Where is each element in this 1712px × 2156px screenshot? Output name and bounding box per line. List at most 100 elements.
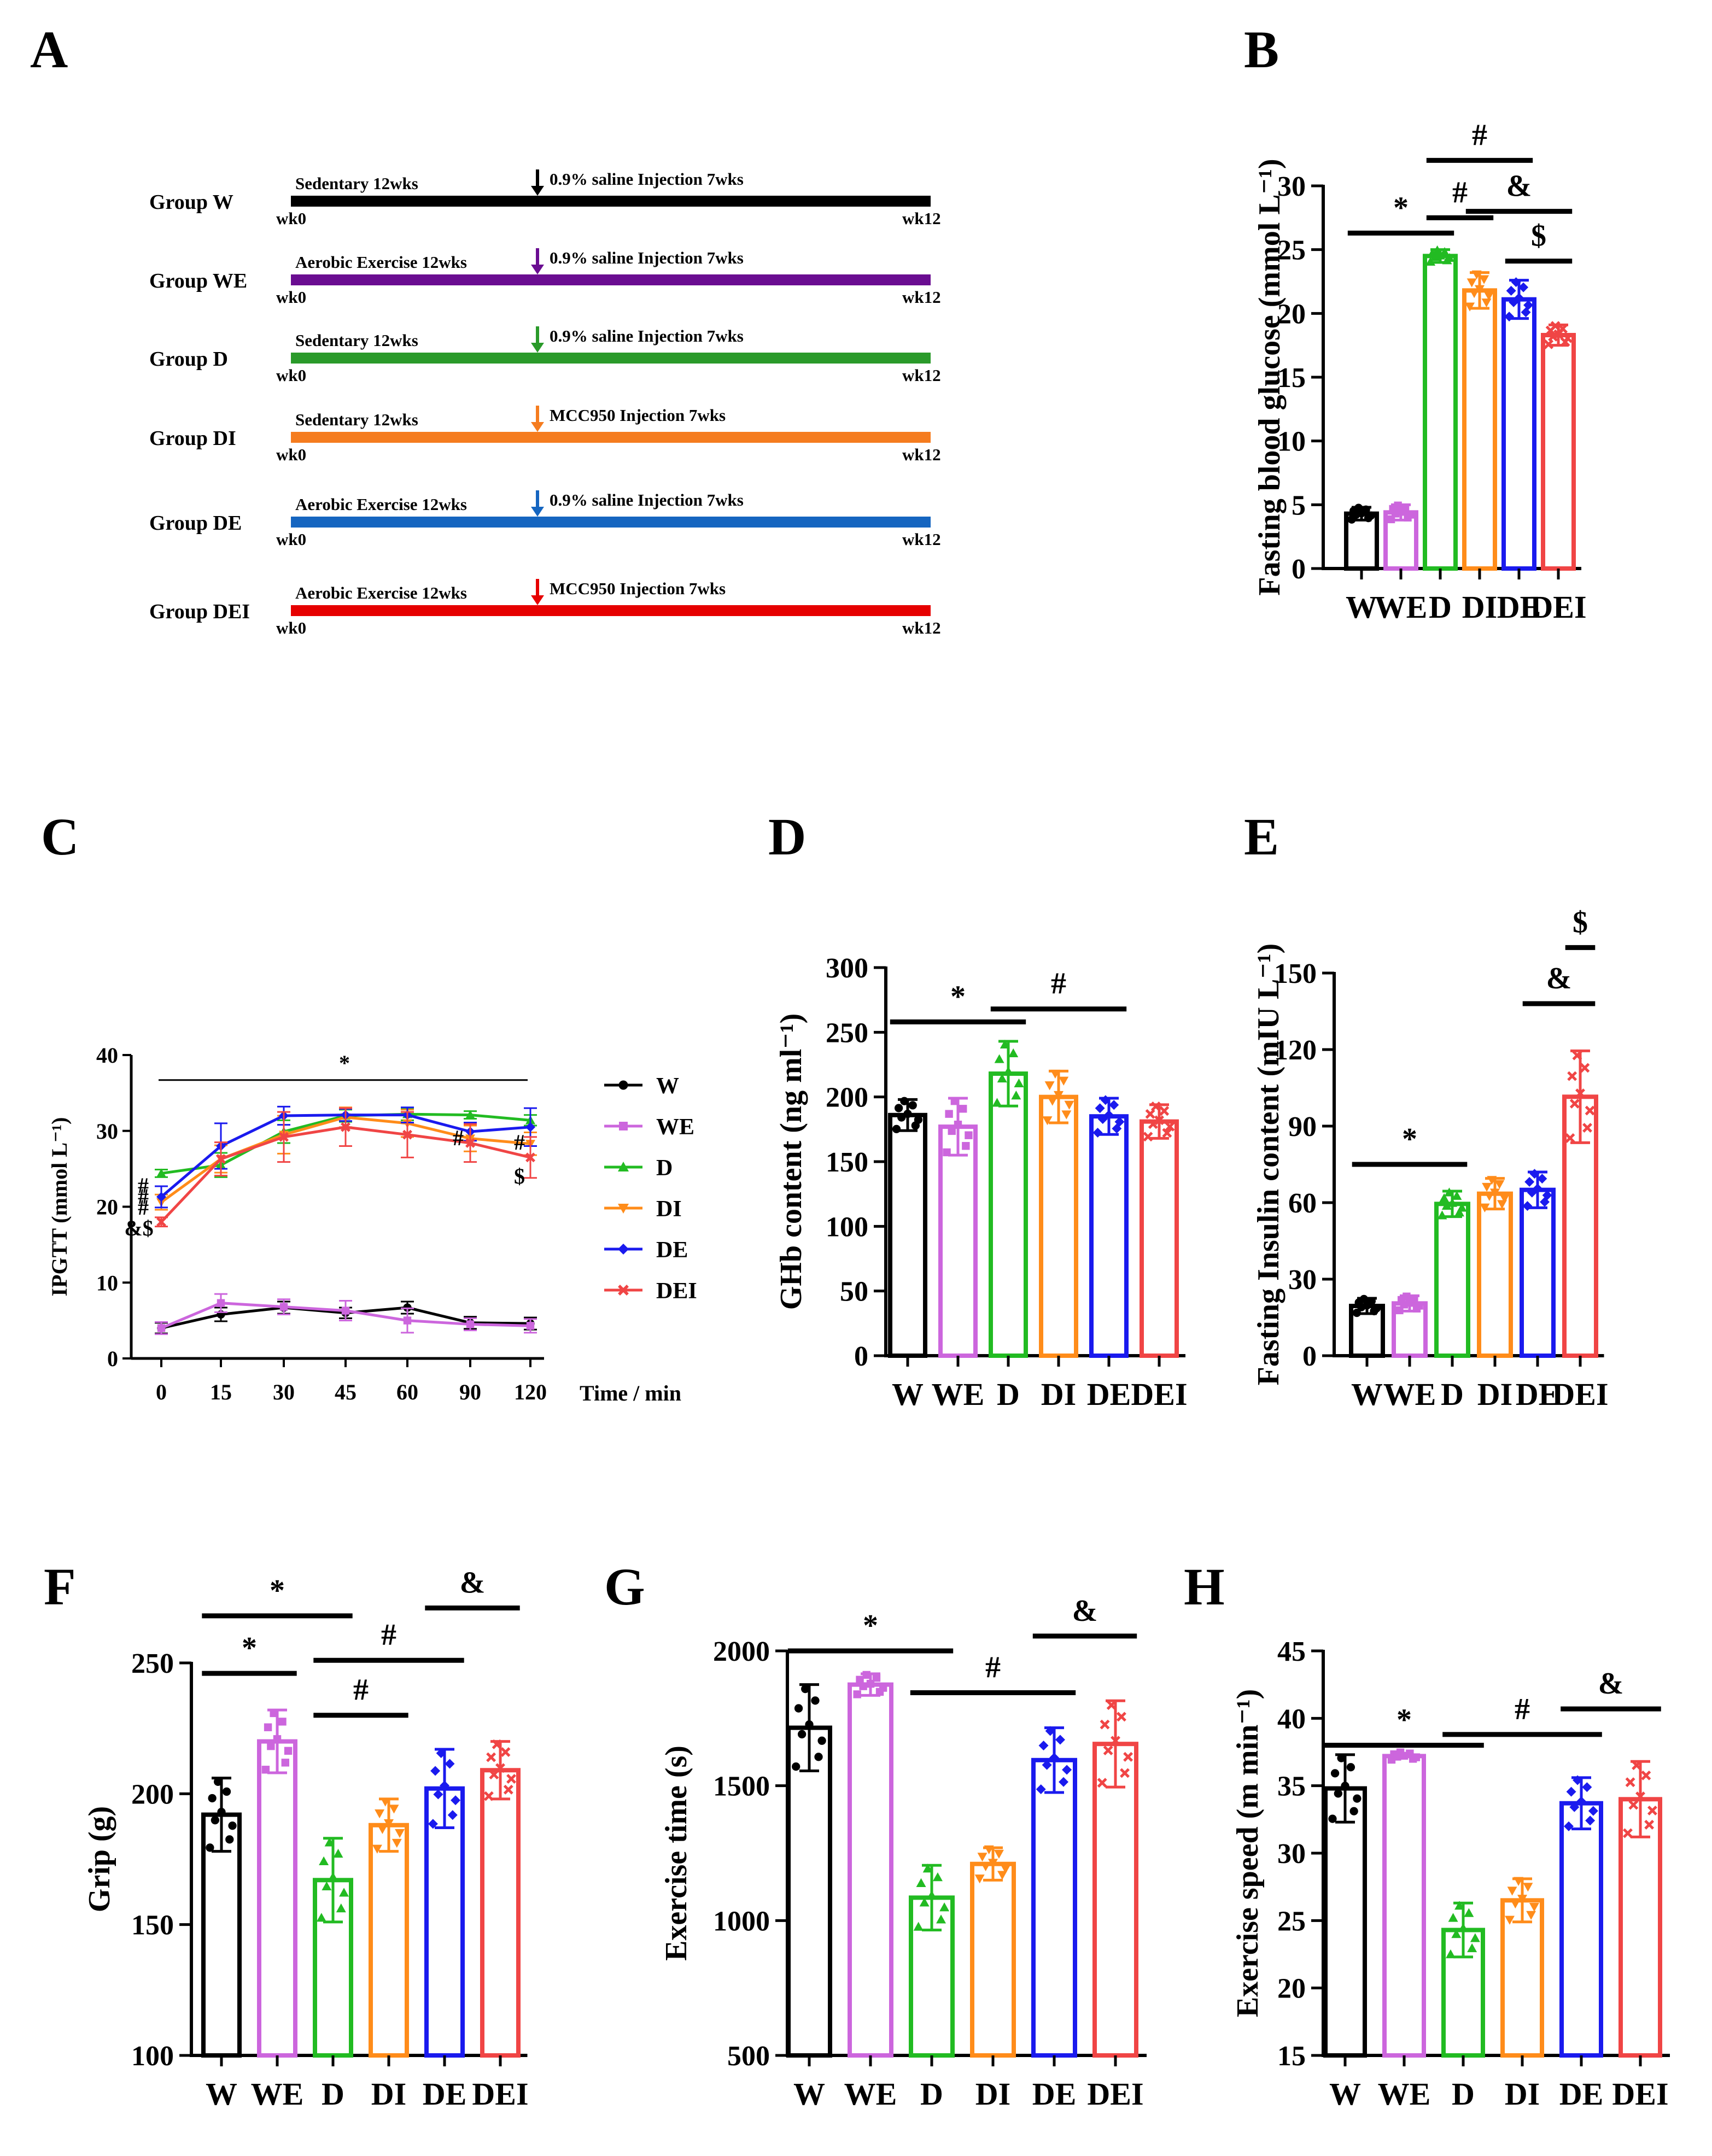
data-point-dei (525, 1152, 535, 1163)
data-point-de (1518, 282, 1529, 292)
y-tick-label: 200 (826, 1082, 868, 1114)
significance-label: # (138, 1173, 149, 1198)
timeline-end-label: wk12 (902, 445, 941, 464)
x-category-label: W (793, 2076, 825, 2112)
data-point-we (264, 1723, 272, 1731)
timeline-start-label: wk0 (276, 288, 306, 307)
x-tick-label: 45 (335, 1380, 357, 1404)
bar (1140, 1119, 1179, 1358)
y-tick-label: 40 (96, 1043, 118, 1068)
y-tick-label: 0 (107, 1346, 118, 1371)
data-point-we (278, 1718, 287, 1726)
y-tick-label: 100 (131, 2041, 174, 2072)
data-point-dei (1565, 1133, 1575, 1143)
panel-letter-b: B (1244, 20, 1279, 79)
data-point-dei (1100, 1719, 1110, 1730)
timeline-phase-left: Aerobic Exercise 12wks (295, 253, 467, 272)
data-point-di (1479, 275, 1489, 284)
data-point-di (1044, 1081, 1055, 1091)
data-point-di (1466, 278, 1477, 288)
data-point-d (1441, 1200, 1452, 1210)
data-point-d (1467, 1943, 1477, 1953)
data-point-de (428, 1819, 438, 1829)
data-point-de (445, 1759, 455, 1769)
data-point-d (322, 1881, 332, 1890)
data-point-dei (1548, 331, 1558, 342)
x-category-label: D (322, 2076, 344, 2112)
data-point-de (1095, 1103, 1105, 1114)
x-category-label: W (892, 1376, 924, 1412)
y-tick-label: 50 (840, 1276, 868, 1308)
data-point-we (1400, 1300, 1408, 1309)
data-point-dei (503, 1784, 513, 1795)
significance-label: # (381, 1618, 396, 1652)
data-point-dei (1582, 1123, 1592, 1133)
data-point-di (974, 1874, 985, 1884)
data-point-we (856, 1675, 864, 1684)
data-point-d (994, 1054, 1004, 1063)
significance-label: # (138, 1195, 149, 1220)
data-point-d (1430, 252, 1440, 261)
x-category-label: W (1351, 1376, 1383, 1412)
y-tick-label: 30 (1288, 1264, 1317, 1296)
data-point-de (430, 1766, 441, 1776)
legend-label: D (656, 1156, 673, 1181)
data-point-di (1001, 1865, 1011, 1874)
x-category-label: W (1346, 589, 1377, 625)
data-point-de (1566, 1786, 1576, 1797)
panel-letter-g: G (604, 1557, 645, 1616)
data-point-dei (341, 1122, 350, 1132)
data-point-de (1036, 1784, 1046, 1795)
x-category-label: D (1452, 2076, 1475, 2112)
significance-label: * (950, 980, 966, 1013)
y-tick-label: 250 (826, 1017, 868, 1048)
chart-h-exercise-speed: 15 20 25 30 35 40 45 Exercise speed (m min⁻¹) W W… (1231, 1636, 1670, 2112)
data-point-de (1588, 1806, 1598, 1816)
data-point-de (1062, 1765, 1072, 1775)
bar (1541, 333, 1576, 571)
data-point-we (948, 1127, 956, 1135)
data-point-de (1506, 285, 1516, 296)
x-category-label: DEI (472, 2076, 528, 2112)
x-category-label: DEI (1530, 589, 1586, 625)
data-point-di (1059, 1076, 1069, 1086)
data-point-w (228, 1821, 237, 1830)
legend-label: W (656, 1074, 679, 1099)
data-point-d (1445, 253, 1455, 262)
data-point-d (465, 1110, 475, 1119)
data-point-di (1499, 1194, 1510, 1204)
panel-a-timeline: Group W Sedentary 12wks 0.9% saline Inject… (149, 169, 941, 637)
data-point-dei (1623, 1828, 1633, 1838)
significance-label: & (460, 1566, 486, 1600)
timeline-phase-right: 0.9% saline Injection 7wks (550, 490, 744, 509)
data-point-d (916, 1878, 926, 1887)
data-point-de (433, 1789, 443, 1800)
x-category-label: DE (423, 2076, 467, 2112)
x-category-label: D (997, 1376, 1020, 1412)
timeline-group-label: Group D (149, 348, 228, 371)
data-point-de (1542, 1190, 1552, 1200)
data-point-d (336, 1903, 346, 1913)
data-point-di (377, 1825, 388, 1834)
timeline-bar (291, 274, 931, 285)
data-point-dei (489, 1770, 499, 1780)
bar (970, 1861, 1016, 2058)
data-point-we (267, 1742, 275, 1750)
data-point-di (395, 1829, 405, 1838)
data-point-w (794, 1704, 803, 1713)
timeline-end-label: wk12 (902, 209, 941, 228)
bar (848, 1682, 893, 2058)
bar (1501, 297, 1536, 571)
data-point-dei (1628, 1800, 1639, 1810)
significance-label: * (863, 1609, 878, 1643)
data-point-we (1412, 1753, 1421, 1761)
data-point-w (214, 1777, 223, 1786)
timeline-phase-left: Aerobic Exercise 12wks (295, 495, 467, 514)
data-point-de (1055, 1735, 1065, 1745)
y-tick-label: 45 (1277, 1636, 1306, 1667)
data-point-we (284, 1747, 293, 1755)
data-point-dei (1148, 1119, 1158, 1129)
timeline-bar (291, 432, 931, 443)
data-point-de (1038, 1741, 1049, 1751)
significance-label: &$ (124, 1216, 153, 1240)
